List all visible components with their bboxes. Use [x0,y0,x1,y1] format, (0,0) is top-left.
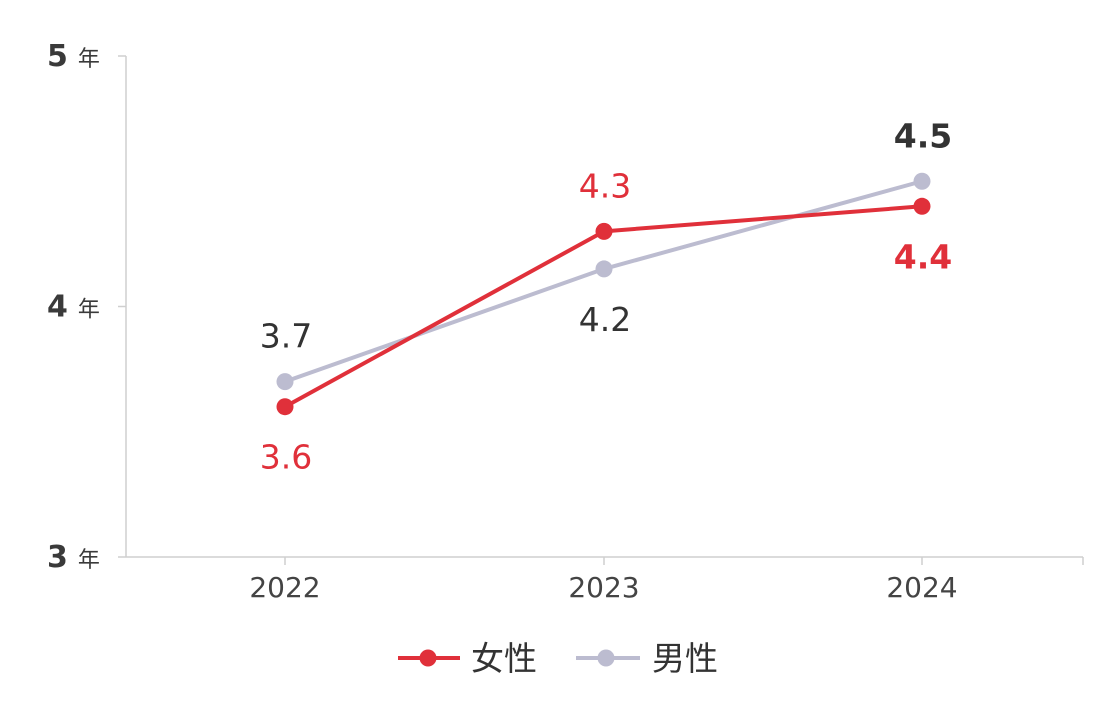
data-label-male: 3.7 [260,317,312,356]
legend-marker-female [419,649,437,667]
data-label-female: 4.4 [894,237,952,276]
x-tick-label: 2023 [568,571,639,604]
data-point-male [913,172,931,190]
data-label-female: 4.3 [579,166,631,205]
y-tick-number: 5 [47,39,68,74]
y-tick-unit: 年 [78,298,100,323]
series-line-male [283,179,924,384]
data-point-female [595,222,613,240]
series-lines [276,172,931,416]
legend-label-male: 男性 [652,639,718,678]
data-label-female: 3.6 [260,438,312,477]
x-tick-label: 2024 [886,571,957,604]
data-label-male: 4.5 [894,116,952,155]
x-tick-label: 2022 [249,571,320,604]
data-point-male [595,260,613,278]
y-tick-number: 3 [47,540,68,575]
data-point-female [913,197,931,215]
data-labels: 3.6 4.3 4.4 3.7 4.2 4.5 [260,116,952,476]
data-point-male [276,373,294,391]
y-tick-unit: 年 [78,548,100,573]
y-tick-unit: 年 [78,47,100,72]
legend: 女性 男性 [398,639,718,678]
legend-marker-male [597,649,615,667]
y-tick-number: 4 [47,290,68,325]
data-label-male: 4.2 [579,300,631,339]
data-point-female [276,398,294,416]
legend-label-female: 女性 [471,639,537,678]
